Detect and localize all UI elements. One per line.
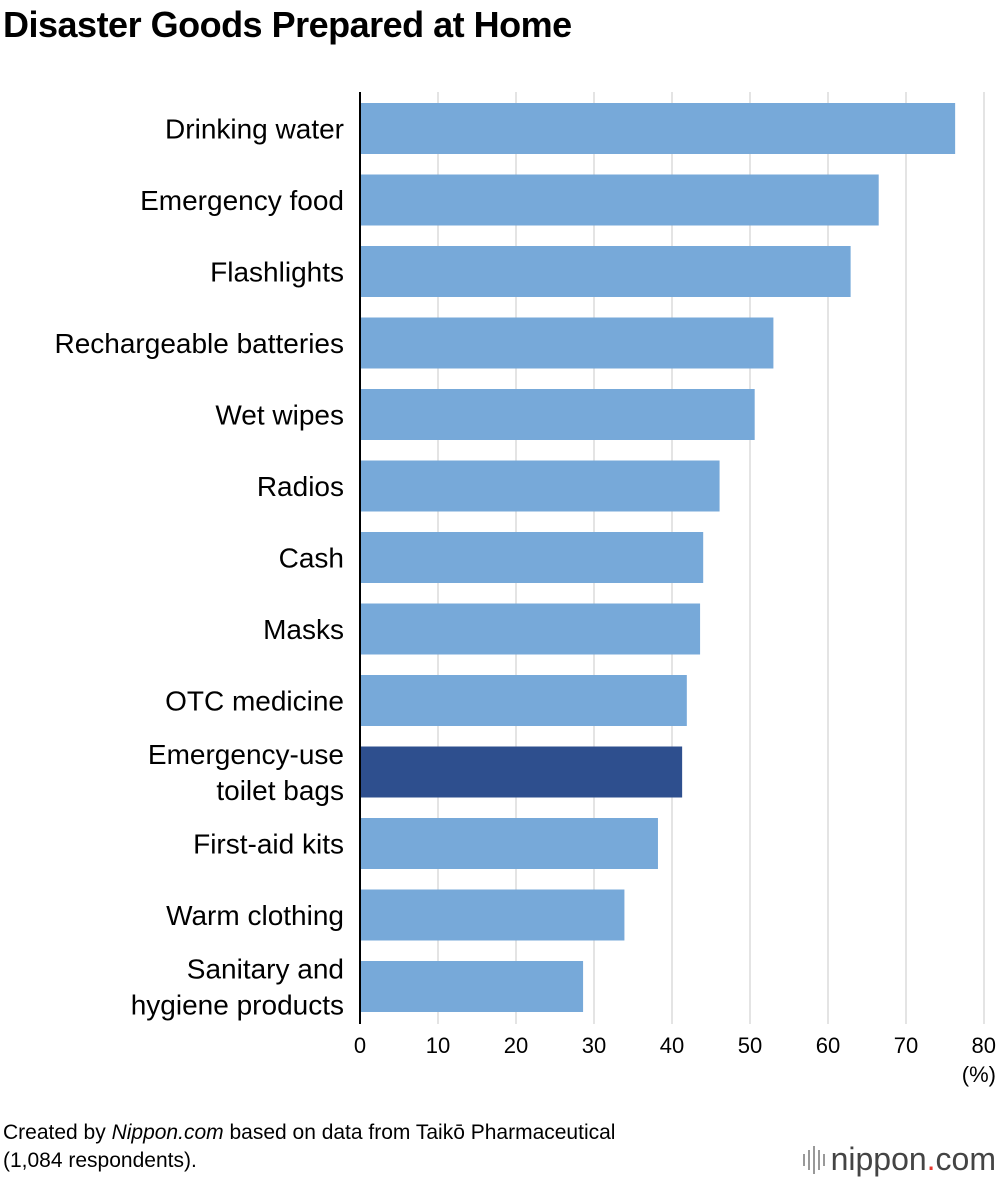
bar (360, 603, 701, 655)
source-respondents: (1,084 respondents). (3, 1149, 197, 1172)
category-label: Emergency food (140, 185, 344, 216)
bar (360, 675, 687, 726)
logo-name: nippon (830, 1141, 927, 1177)
category-label: Warm clothing (166, 900, 344, 931)
nippon-logo: nippon. com (802, 1141, 996, 1178)
source-prefix: Created by (3, 1121, 112, 1144)
tick-label: 30 (582, 1033, 606, 1058)
category-label: Rechargeable batteries (54, 328, 344, 359)
tick-label: 50 (738, 1033, 762, 1058)
category-label: Emergency-use toilet bags (148, 739, 344, 806)
tick-label: 0 (354, 1033, 366, 1058)
tick-label: 70 (894, 1033, 918, 1058)
bar (360, 460, 720, 512)
source-site: Nippon.com (111, 1121, 224, 1144)
category-label: Sanitary and hygiene products (131, 954, 344, 1021)
chart-title: Disaster Goods Prepared at Home (3, 4, 572, 45)
source-note: Created by Nippon.com based on data from… (3, 1119, 615, 1175)
category-label: Wet wipes (215, 400, 344, 431)
category-label: Masks (263, 614, 344, 645)
bar (360, 889, 625, 941)
category-label: Flashlights (210, 257, 344, 288)
bar (360, 174, 879, 226)
bar (360, 818, 658, 869)
logo-bars-icon (802, 1145, 825, 1174)
source-suffix: based on data from Taikō Pharmaceutical (223, 1121, 616, 1144)
tick-label: 20 (504, 1033, 528, 1058)
category-label: First-aid kits (193, 829, 344, 860)
bar-chart: Drinking water Emergency food Flashlights R… (54, 92, 996, 1087)
logo-tld: com (935, 1141, 996, 1177)
category-label: OTC medicine (165, 686, 344, 717)
logo-dot: . (926, 1141, 936, 1177)
tick-label: 40 (660, 1033, 684, 1058)
category-label: Drinking water (165, 114, 344, 145)
tick-label: 80 (972, 1033, 996, 1058)
bar (360, 246, 851, 297)
bar (360, 961, 584, 1012)
tick-label: 60 (816, 1033, 840, 1058)
unit-label: (%) (962, 1062, 996, 1087)
bar (360, 746, 683, 798)
category-label: Cash (279, 543, 344, 574)
bar (360, 532, 704, 583)
category-label: Radios (257, 471, 344, 502)
bar (360, 317, 774, 369)
tick-label: 10 (426, 1033, 450, 1058)
bar (360, 389, 755, 440)
bar (360, 103, 956, 154)
